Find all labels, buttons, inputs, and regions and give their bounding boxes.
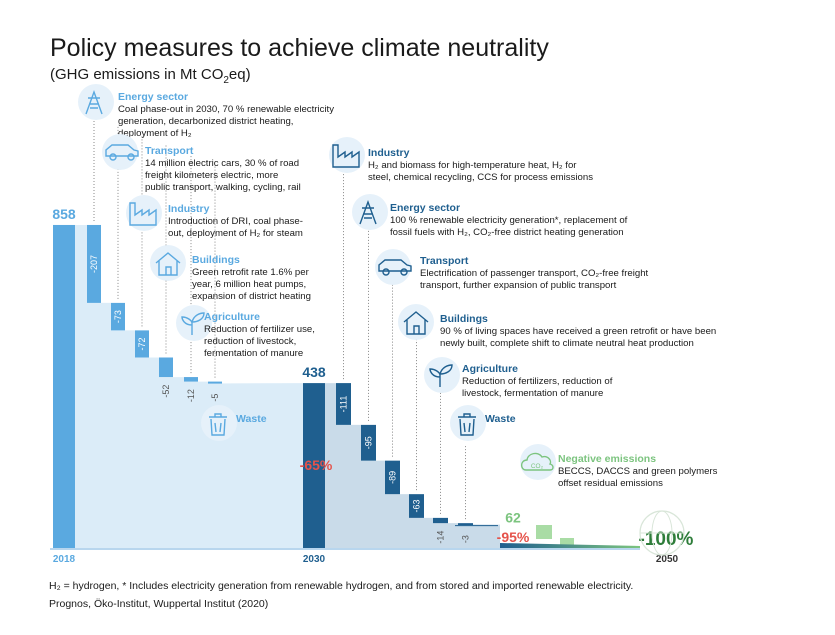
waste-bin-icon (201, 405, 237, 441)
label-residual-value: 62 (505, 510, 521, 526)
neg-bar-1 (560, 538, 574, 545)
annot2030-1-line-2: public transport, walking, cycling, rail (145, 182, 301, 193)
bar-phase2-3 (409, 494, 424, 518)
annot2050-4-line-1: livestock, fermentation of manure (462, 388, 603, 399)
bar-phase2-1 (361, 424, 376, 461)
annot2050-5-heading: Waste (485, 413, 516, 425)
factory-icon (329, 137, 365, 173)
bar-phase2-0 (336, 383, 351, 425)
annot2030-4-heading: Agriculture (204, 311, 260, 323)
negative-emissions-line-0: BECCS, DACCS and green polymers (558, 466, 718, 477)
power-pylon-icon (352, 194, 388, 230)
annot2030-3-line-2: expansion of district heating (192, 291, 311, 302)
label-2030-value: 438 (302, 364, 326, 380)
x-tick-2050: 2050 (656, 554, 679, 565)
car-icon (102, 134, 139, 170)
annot2050-0-heading: Industry (368, 147, 410, 159)
factory-icon (126, 195, 162, 231)
label-2018-value: 858 (52, 206, 76, 222)
annot2030-4-line-1: reduction of livestock, (204, 336, 296, 347)
label-phase1-1: -73 (113, 310, 123, 323)
label-residual-change: -95% (497, 529, 530, 545)
label-2030-change: -65% (300, 457, 333, 473)
annot2030-0-heading: Energy sector (118, 91, 188, 103)
area-phase1 (75, 224, 303, 548)
label-phase2-4: -14 (436, 531, 446, 544)
globe-hands-icon (639, 510, 685, 556)
plant-icon (176, 305, 212, 341)
bar-phase1-5 (208, 381, 222, 384)
label-phase1-3: -52 (161, 385, 171, 398)
bar-phase1-3 (159, 357, 173, 378)
annot2030-1-line-0: 14 million electric cars, 30 % of road (145, 158, 299, 169)
bar-phase2-4 (433, 517, 448, 524)
bar-phase1-0 (87, 224, 101, 303)
negative-emissions-heading: Negative emissions (558, 453, 656, 465)
label-phase1-5: -5 (210, 394, 220, 402)
plant-icon (424, 357, 460, 393)
bar-2030 (303, 383, 325, 548)
annot2050-0-line-1: steel, chemical recycling, CCS for proce… (368, 172, 593, 183)
annot2050-4-heading: Agriculture (462, 363, 518, 375)
annot2030-3-line-0: Green retrofit rate 1.6% per (192, 267, 310, 278)
bar-phase1-2 (135, 330, 149, 358)
line-to-2050 (500, 543, 640, 549)
annot2030-2-line-1: out, deployment of H₂ for steam (168, 228, 303, 239)
annot2050-1-line-1: fossil fuels with H₂, CO₂-free district … (390, 227, 624, 238)
annot2050-4-line-0: Reduction of fertilizers, reduction of (462, 376, 613, 387)
annot2050-1-line-0: 100 % renewable electricity generation*,… (390, 215, 628, 226)
annot2030-0-line-0: Coal phase-out in 2030, 70 % renewable e… (118, 104, 334, 115)
x-tick-2018: 2018 (53, 554, 76, 565)
svg-text:CO₂: CO₂ (531, 463, 544, 470)
annot2050-2-heading: Transport (420, 255, 469, 267)
negative-emissions-line-1: offset residual emissions (558, 478, 663, 489)
annot2030-1-line-1: freight kilometers electric, more (145, 170, 278, 181)
house-icon (398, 304, 434, 340)
car-icon (375, 249, 412, 285)
source-note: Prognos, Öko-Institut, Wuppertal Institu… (49, 598, 269, 610)
label-phase1-2: -72 (137, 337, 147, 350)
house-icon (150, 245, 186, 281)
label-phase1-4: -12 (186, 389, 196, 402)
page-subtitle: (GHG emissions in Mt CO2eq) (50, 66, 251, 86)
waste-bin-icon (450, 405, 486, 441)
label-phase2-2: -89 (388, 471, 398, 484)
bar-2018 (53, 224, 75, 548)
label-phase2-5: -3 (461, 535, 471, 543)
bar-phase2-2 (385, 460, 400, 495)
annot2030-0-line-1: generation, decarbonized district heatin… (118, 116, 293, 127)
annot2050-1-heading: Energy sector (390, 202, 460, 214)
bar-phase2-5 (458, 523, 473, 526)
annot2030-3-heading: Buildings (192, 254, 240, 266)
label-phase1-0: -207 (89, 255, 99, 273)
annot2030-3-line-1: year, 6 million heat pumps, (192, 279, 306, 290)
neg-bar-0 (536, 525, 552, 539)
footnote: H₂ = hydrogen, * Includes electricity ge… (49, 580, 634, 592)
label-2050-value: -100% (639, 529, 694, 550)
page-title: Policy measures to achieve climate neutr… (50, 34, 549, 62)
power-pylon-icon (78, 84, 114, 120)
x-tick-2030: 2030 (303, 554, 326, 565)
annot2050-3-line-1: newly built, complete shift to climate n… (440, 338, 694, 349)
label-phase2-1: -95 (364, 436, 374, 449)
annot2050-2-line-0: Electrification of passenger transport, … (420, 268, 649, 279)
bar-phase1-1 (111, 302, 125, 331)
annot2050-3-line-0: 90 % of living spaces have received a gr… (440, 326, 716, 337)
annot2030-0-line-2: deployment of H₂ (118, 128, 192, 139)
annot2050-2-line-1: transport, further expansion of public t… (420, 280, 617, 291)
annot2030-5-heading: Waste (236, 413, 267, 425)
label-phase2-0: -111 (339, 396, 349, 413)
co2-cloud-icon: CO₂ (520, 444, 556, 480)
bar-phase1-4 (184, 377, 198, 382)
annot2030-2-heading: Industry (168, 203, 210, 215)
label-phase2-3: -63 (412, 500, 422, 513)
annot2050-0-line-0: H₂ and biomass for high-temperature heat… (368, 160, 577, 171)
annot2030-4-line-0: Reduction of fertilizer use, (204, 324, 315, 335)
annot2030-1-heading: Transport (145, 145, 194, 157)
area-phase2 (325, 383, 500, 548)
annot2030-4-line-2: fermentation of manure (204, 348, 303, 359)
annot2050-3-heading: Buildings (440, 313, 488, 325)
annot2030-2-line-0: Introduction of DRI, coal phase- (168, 216, 303, 227)
